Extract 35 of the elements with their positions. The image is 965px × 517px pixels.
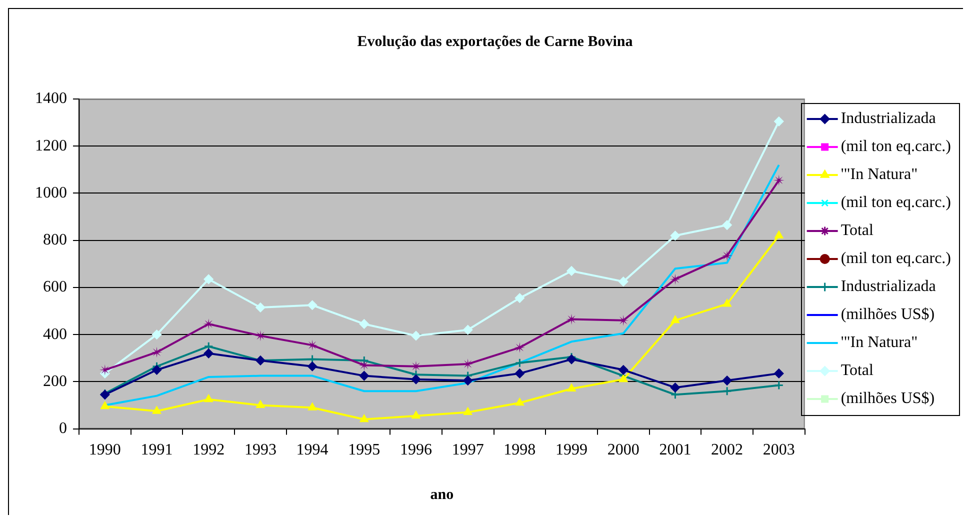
legend-label: (mil ton eq.carc.) bbox=[840, 250, 951, 268]
x-tick-label: 1990 bbox=[88, 442, 121, 459]
y-tick-label: 0 bbox=[59, 420, 67, 438]
x-tick-label: 2000 bbox=[607, 442, 640, 459]
legend-label: (milhões US$) bbox=[840, 306, 935, 324]
legend-label: Industrializada bbox=[840, 278, 936, 296]
y-tick-label: 600 bbox=[43, 278, 67, 296]
x-tick-label: 1996 bbox=[400, 442, 432, 459]
chart-title: Evolução das exportações de Carne Bovina bbox=[357, 34, 634, 50]
legend-label: '"In Natura" bbox=[840, 166, 918, 184]
legend-label: (mil ton eq.carc.) bbox=[840, 138, 951, 156]
x-tick-label: 1993 bbox=[244, 442, 276, 459]
legend-label: Total bbox=[840, 362, 874, 380]
x-tick-label: 2002 bbox=[711, 442, 744, 459]
y-tick-label: 400 bbox=[43, 326, 67, 343]
x-tick-label: 1998 bbox=[504, 442, 536, 459]
x-tick-label: 1995 bbox=[348, 442, 380, 459]
x-tick-label: 1992 bbox=[192, 442, 225, 459]
x-tick-label: 2003 bbox=[762, 442, 795, 459]
x-axis-title: ano bbox=[430, 486, 454, 503]
y-tick-label: 1200 bbox=[35, 137, 67, 154]
y-tick-label: 200 bbox=[43, 372, 67, 390]
x-tick-label: 2001 bbox=[659, 442, 692, 459]
x-tick-label: 1991 bbox=[140, 442, 173, 459]
y-tick-label: 1400 bbox=[35, 90, 67, 108]
x-tick-label: 1999 bbox=[556, 442, 588, 459]
y-tick-label: 800 bbox=[43, 232, 67, 249]
legend-label: (mil ton eq.carc.) bbox=[840, 194, 951, 212]
legend-label: Total bbox=[840, 222, 874, 240]
x-tick-label: 1997 bbox=[452, 442, 484, 459]
y-tick-label: 1000 bbox=[35, 184, 67, 202]
legend-label: '"In Natura" bbox=[840, 334, 918, 352]
legend-label: (milhões US$) bbox=[840, 390, 935, 408]
legend-label: Industrializada bbox=[840, 110, 936, 128]
x-tick-label: 1994 bbox=[296, 442, 328, 459]
